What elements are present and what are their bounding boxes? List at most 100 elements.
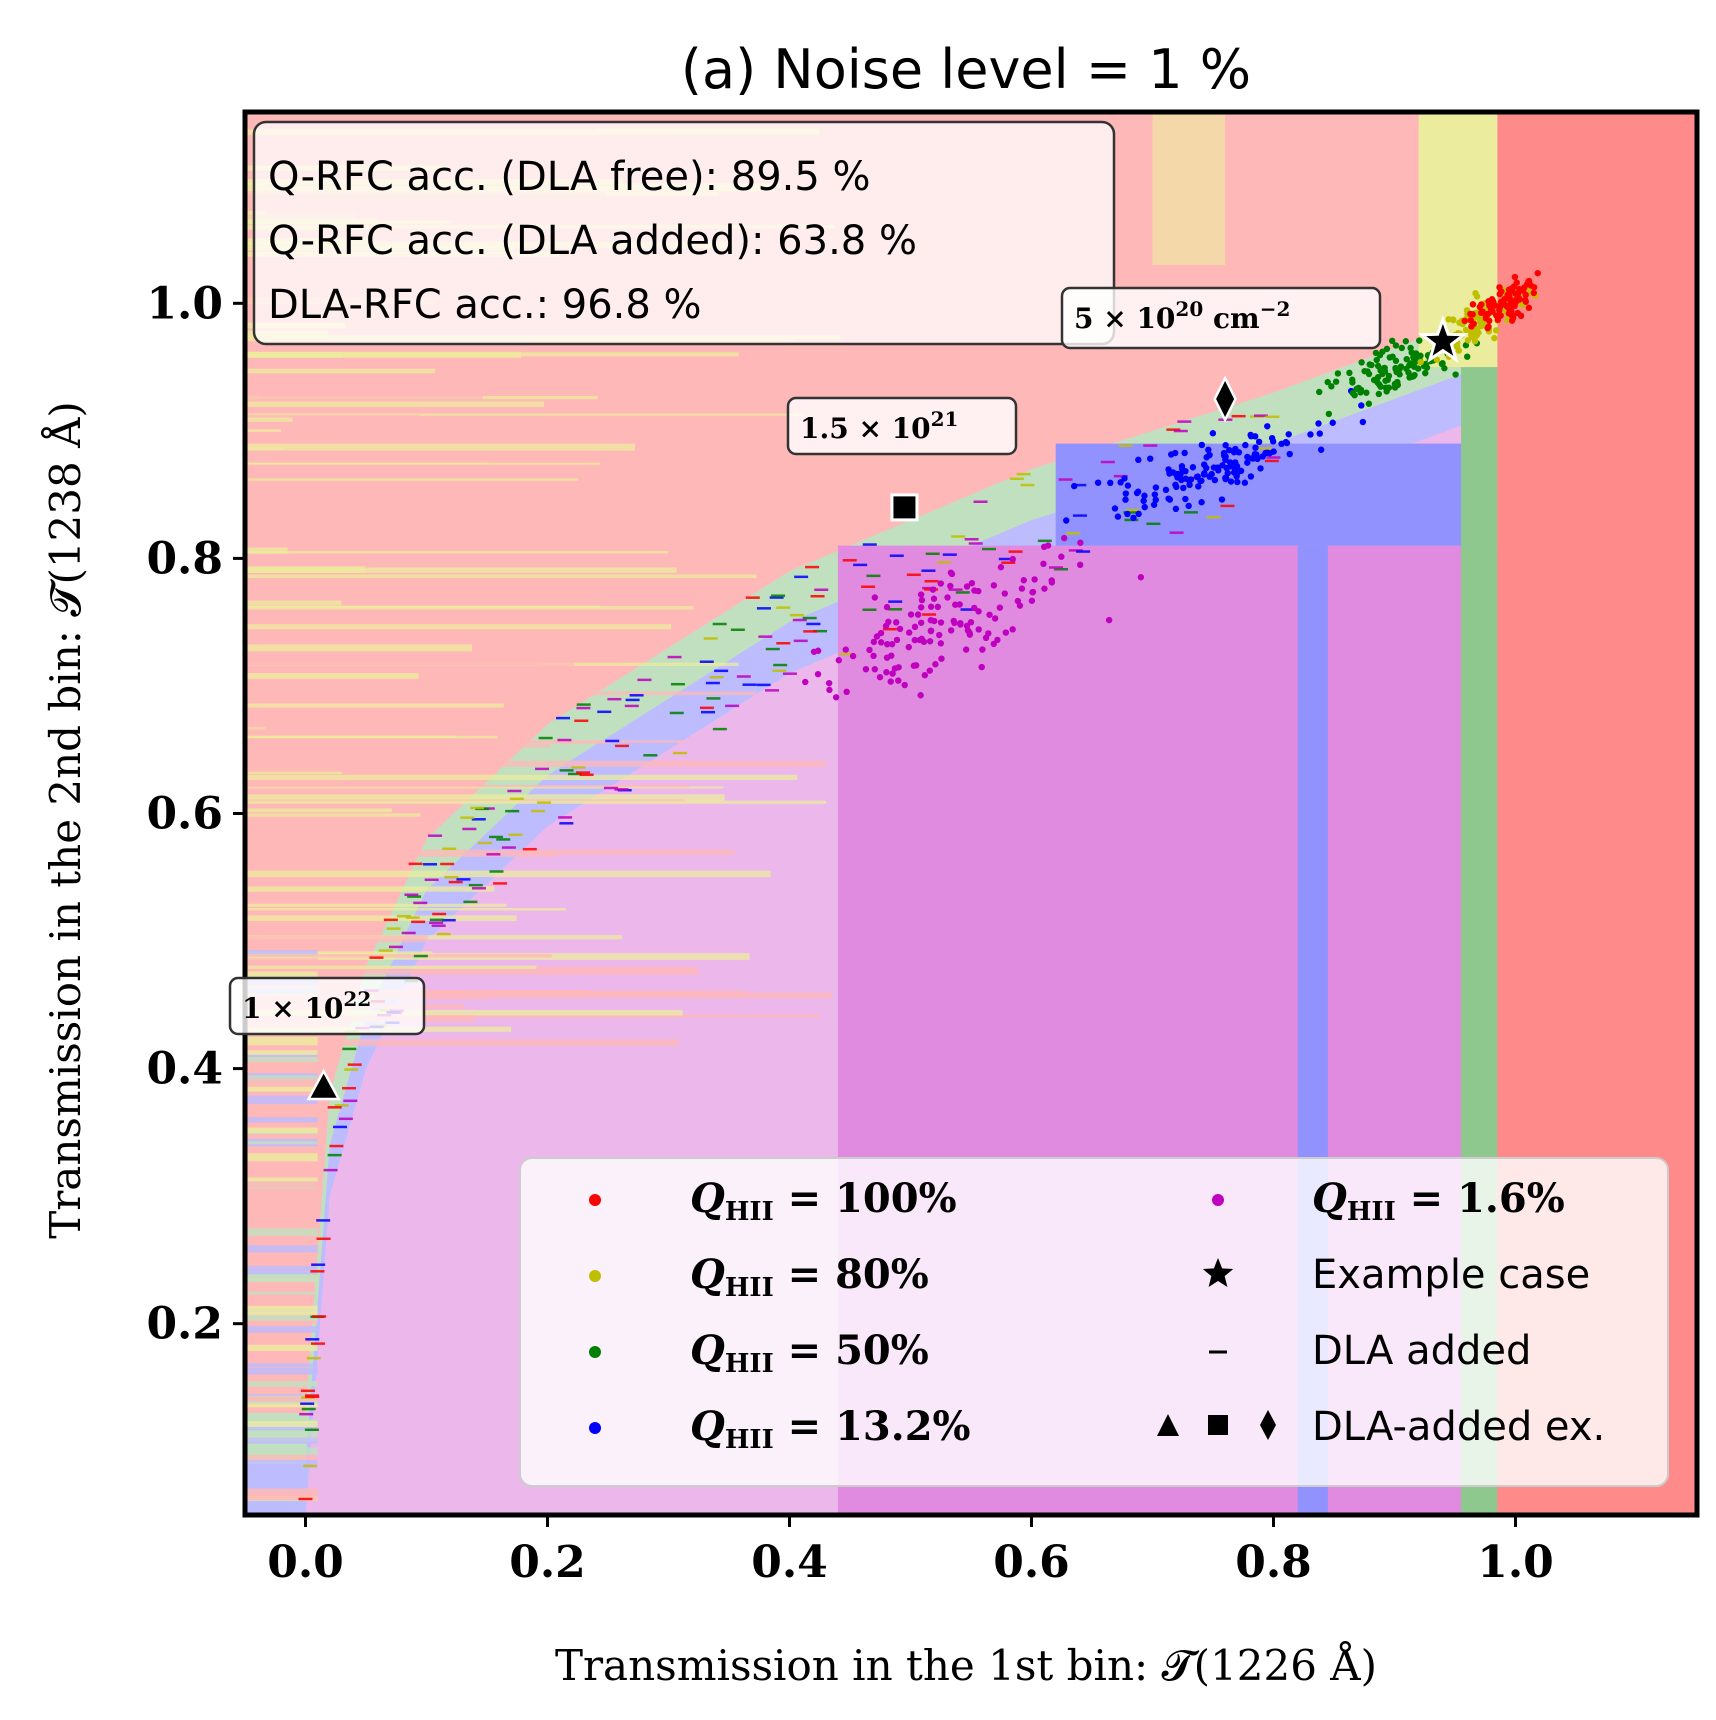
region-stripe xyxy=(245,1204,318,1212)
scatter-point xyxy=(1370,376,1378,384)
scatter-point xyxy=(936,631,943,639)
scatter-point xyxy=(1512,299,1519,306)
scatter-point xyxy=(905,629,913,636)
region-stripe xyxy=(245,1241,318,1246)
scatter-point xyxy=(1462,342,1470,349)
scatter-point xyxy=(1241,479,1249,486)
region-stripe xyxy=(245,1437,318,1444)
region-stripe xyxy=(245,1344,318,1351)
legend-label: QHII = 100% xyxy=(690,1175,957,1227)
region-stripe xyxy=(245,808,392,813)
scatter-point xyxy=(832,694,840,701)
scatter-point xyxy=(814,670,822,678)
region-stripe xyxy=(245,935,428,943)
scatter-point xyxy=(1485,323,1492,330)
scatter-point xyxy=(1525,304,1533,312)
scatter-point xyxy=(1020,577,1027,584)
region-stripe xyxy=(245,853,557,857)
legend-diamond-icon xyxy=(1260,1410,1276,1440)
scatter-point xyxy=(956,601,963,608)
region-stripe xyxy=(245,744,551,748)
region-stripe xyxy=(245,991,696,995)
scatter-point xyxy=(975,608,982,615)
region-stripe xyxy=(245,1402,318,1408)
region-stripe xyxy=(245,1396,318,1402)
scatter-point xyxy=(1513,279,1520,286)
scatter-point xyxy=(1180,484,1187,492)
scatter-point xyxy=(1040,560,1047,568)
scatter-point xyxy=(934,603,942,611)
region-stripe xyxy=(245,1314,318,1321)
scatter-point xyxy=(1040,543,1048,551)
region-stripe xyxy=(245,672,419,680)
scatter-points xyxy=(802,269,1541,701)
scatter-point xyxy=(1141,492,1148,499)
region-stripe xyxy=(245,1045,318,1049)
region-stripe xyxy=(245,416,293,422)
scatter-point xyxy=(870,652,877,660)
scatter-point xyxy=(1244,459,1251,466)
scatter-point xyxy=(991,615,999,622)
scatter-point xyxy=(1048,577,1055,584)
legend-frame xyxy=(519,1157,1669,1487)
region-stripe xyxy=(245,1066,318,1074)
scatter-point xyxy=(1198,441,1206,449)
y-tick-label: 0.2 xyxy=(146,1299,223,1350)
scatter-point xyxy=(1410,363,1418,370)
scatter-point xyxy=(1364,368,1371,375)
x-tick-label: 0.8 xyxy=(1235,1537,1312,1588)
scatter-point xyxy=(1316,430,1323,437)
scatter-point xyxy=(921,671,929,679)
example-case-star xyxy=(1417,315,1469,363)
region-stripe xyxy=(245,813,421,817)
scatter-point xyxy=(883,654,891,661)
scatter-point xyxy=(814,647,822,654)
scatter-point xyxy=(1499,299,1507,307)
region-stripe xyxy=(245,439,345,444)
scatter-point xyxy=(1257,465,1264,472)
region-stripe xyxy=(245,507,292,514)
scatter-point xyxy=(1268,434,1276,442)
legend-dot xyxy=(589,1422,601,1434)
scatter-point xyxy=(1334,370,1342,377)
legend-triangle-icon xyxy=(1157,1414,1179,1436)
scatter-point xyxy=(1478,301,1485,308)
region-stripe xyxy=(245,760,826,767)
region-stripe xyxy=(245,660,575,667)
x-tick-label: 0.6 xyxy=(993,1537,1070,1588)
region-stripe xyxy=(245,1430,318,1437)
legend-label: Example case xyxy=(1312,1252,1590,1298)
scatter-point xyxy=(990,582,998,589)
scatter-point xyxy=(1111,505,1119,512)
scatter-point xyxy=(978,663,985,671)
region-stripe xyxy=(245,644,473,652)
scatter-point xyxy=(871,666,879,673)
scatter-point xyxy=(1384,376,1391,384)
dla-annotation-box xyxy=(786,396,1018,456)
scatter-point xyxy=(1222,442,1229,449)
legend-square-icon xyxy=(1208,1415,1228,1435)
region-stripe xyxy=(245,1312,318,1316)
region-stripe xyxy=(245,771,342,775)
region-stripe xyxy=(245,429,282,433)
scatter-point xyxy=(917,619,925,626)
scatter-point xyxy=(1491,334,1498,342)
region-stripe xyxy=(245,1420,318,1428)
scatter-point xyxy=(1315,420,1322,427)
region-stripe xyxy=(245,1141,318,1145)
region-stripe xyxy=(245,951,433,956)
scatter-point xyxy=(1484,310,1492,318)
scatter-point xyxy=(888,640,896,648)
region-stripe xyxy=(245,1036,318,1046)
region-80-top xyxy=(1152,112,1226,266)
region-stripe xyxy=(245,794,725,802)
scatter-point xyxy=(1135,510,1142,518)
region-stripe xyxy=(245,1086,318,1092)
scatter-point xyxy=(1218,496,1226,503)
scatter-point xyxy=(996,604,1004,611)
scatter-point xyxy=(1178,476,1185,484)
scatter-point xyxy=(926,667,933,674)
region-stripe xyxy=(245,478,579,481)
scatter-point xyxy=(947,582,954,590)
